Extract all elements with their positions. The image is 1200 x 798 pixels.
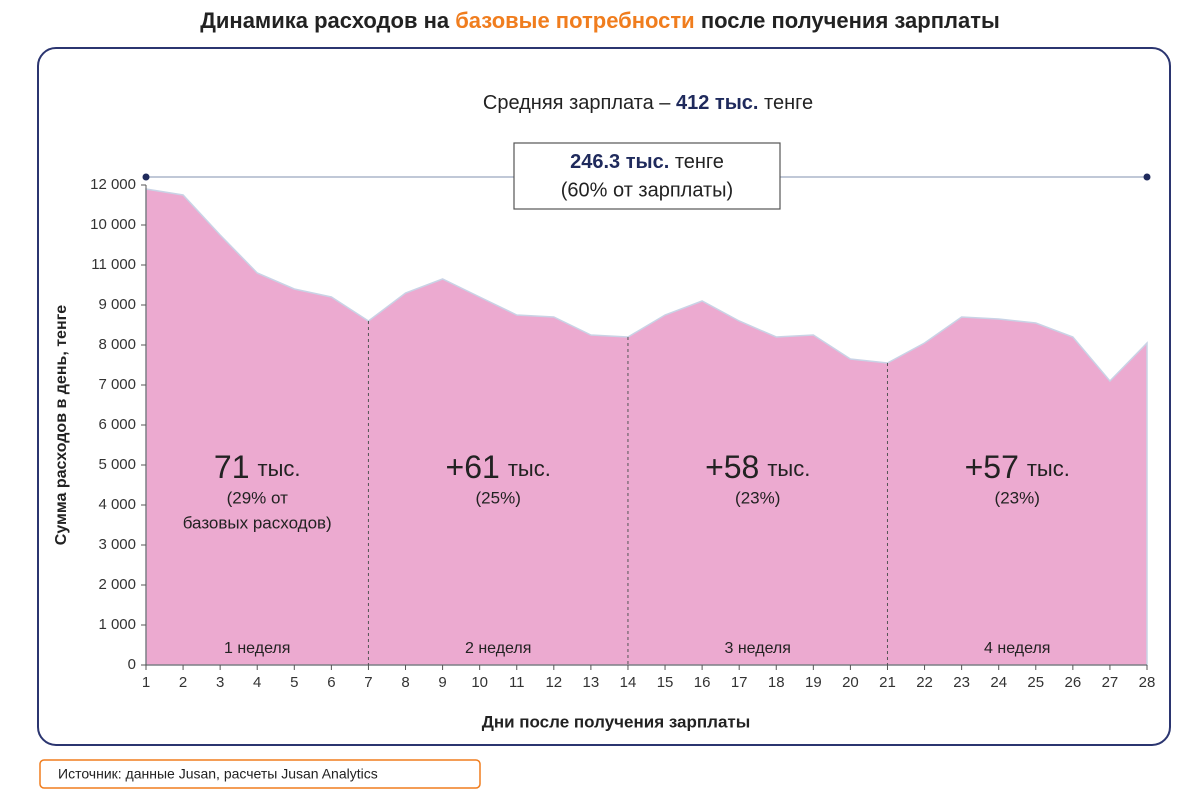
y-tick-label: 6 000: [98, 416, 136, 433]
x-tick-label: 16: [694, 674, 711, 691]
x-tick-label: 2: [179, 674, 187, 691]
card: [37, 47, 1171, 746]
y-tick-label: 10 000: [90, 216, 136, 233]
week-amount-number: 71: [214, 449, 250, 485]
title-part: после получения зарплаты: [695, 8, 1000, 33]
x-tick-label: 28: [1139, 674, 1156, 691]
x-tick-label: 22: [916, 674, 933, 691]
week-amount-unit: тыс.: [767, 456, 810, 481]
x-tick-label: 9: [438, 674, 446, 691]
x-tick-label: 8: [401, 674, 409, 691]
area: [145, 188, 1148, 666]
week-amount: 71 тыс.: [214, 449, 301, 485]
source: Источник: данные Jusan, расчеты Jusan An…: [58, 766, 378, 782]
bracket-dot: [142, 173, 150, 181]
y-tick-label: 4 000: [98, 496, 136, 513]
y-tick-label: 8 000: [98, 336, 136, 353]
week-amount: +57 тыс.: [965, 449, 1070, 485]
week-amount: +58 тыс.: [705, 449, 810, 485]
week-amount-unit: тыс.: [258, 456, 301, 481]
x-tick-label: 27: [1102, 674, 1119, 691]
x-tick-label: 5: [290, 674, 298, 691]
x-tick-label: 11: [509, 674, 525, 691]
x-tick-label: 3: [216, 674, 224, 691]
subtitle-bold: 412 тыс.: [676, 92, 758, 114]
x-tick-label: 15: [657, 674, 674, 691]
y-tick-label: 0: [128, 656, 136, 673]
week-label: 4 неделя: [984, 640, 1050, 657]
week-amount-number: +57: [965, 449, 1019, 485]
x-tick-label: 12: [545, 674, 562, 691]
x-tick-label: 19: [805, 674, 822, 691]
week-note: базовых расходов): [183, 513, 332, 532]
x-tick-label: 6: [327, 674, 335, 691]
bracket-dot: [1143, 173, 1151, 181]
subtitle-part: тенге: [758, 92, 813, 114]
x-tick-label: 18: [768, 674, 785, 691]
x-tick-label: 24: [990, 674, 1007, 691]
subtitle-part: Средняя зарплата –: [483, 92, 676, 114]
y-tick-label: 12 000: [90, 176, 136, 193]
y-tick-label: 7 000: [98, 376, 136, 393]
total-rest: тенге: [669, 151, 724, 173]
week-amount-number: +58: [705, 449, 759, 485]
week-amount-unit: тыс.: [1027, 456, 1070, 481]
y-tick-label: 11 000: [91, 256, 136, 273]
x-tick-label: 21: [879, 674, 896, 691]
week-amount: +61 тыс.: [446, 449, 551, 485]
x-tick-label: 25: [1027, 674, 1044, 691]
week-amount-number: +61: [446, 449, 500, 485]
week-note: (23%): [995, 488, 1040, 507]
total-text: 246.3 тыс. тенге: [570, 151, 724, 173]
x-tick-label: 4: [253, 674, 261, 691]
y-tick-label: 3 000: [98, 536, 136, 553]
title-part: Динамика расходов на: [200, 8, 455, 33]
total-note: (60% от зарплаты): [561, 179, 733, 201]
x-axis-label: Дни после получения зарплаты: [482, 712, 751, 731]
week-note: (23%): [735, 488, 780, 507]
week-note: (25%): [476, 488, 521, 507]
week-amount-unit: тыс.: [508, 456, 551, 481]
week-label: 2 неделя: [465, 640, 531, 657]
y-axis-label: Сумма расходов в день, тенге: [53, 305, 70, 545]
x-tick-label: 13: [583, 674, 600, 691]
x-tick-label: 1: [142, 674, 150, 691]
y-tick-label: 5 000: [98, 456, 136, 473]
week-label: 3 неделя: [725, 640, 791, 657]
x-tick-label: 10: [471, 674, 488, 691]
y-tick-label: 1 000: [98, 616, 136, 633]
x-tick-label: 20: [842, 674, 859, 691]
week-label: 1 неделя: [224, 640, 290, 657]
total-box: [513, 142, 781, 210]
source-box: [39, 759, 481, 789]
x-tick-label: 26: [1065, 674, 1082, 691]
chart-title: Динамика расходов на базовые потребности…: [200, 8, 1000, 33]
subtitle: Средняя зарплата – 412 тыс. тенге: [483, 92, 813, 114]
x-tick-label: 14: [620, 674, 637, 691]
title-highlight: базовые потребности: [455, 8, 694, 33]
x-tick-label: 7: [364, 674, 372, 691]
x-tick-label: 23: [953, 674, 970, 691]
y-tick-label: 9 000: [98, 296, 136, 313]
week-note: (29% от: [227, 488, 288, 507]
x-tick-label: 17: [731, 674, 748, 691]
total-bold: 246.3 тыс.: [570, 151, 669, 173]
y-tick-label: 2 000: [98, 576, 136, 593]
